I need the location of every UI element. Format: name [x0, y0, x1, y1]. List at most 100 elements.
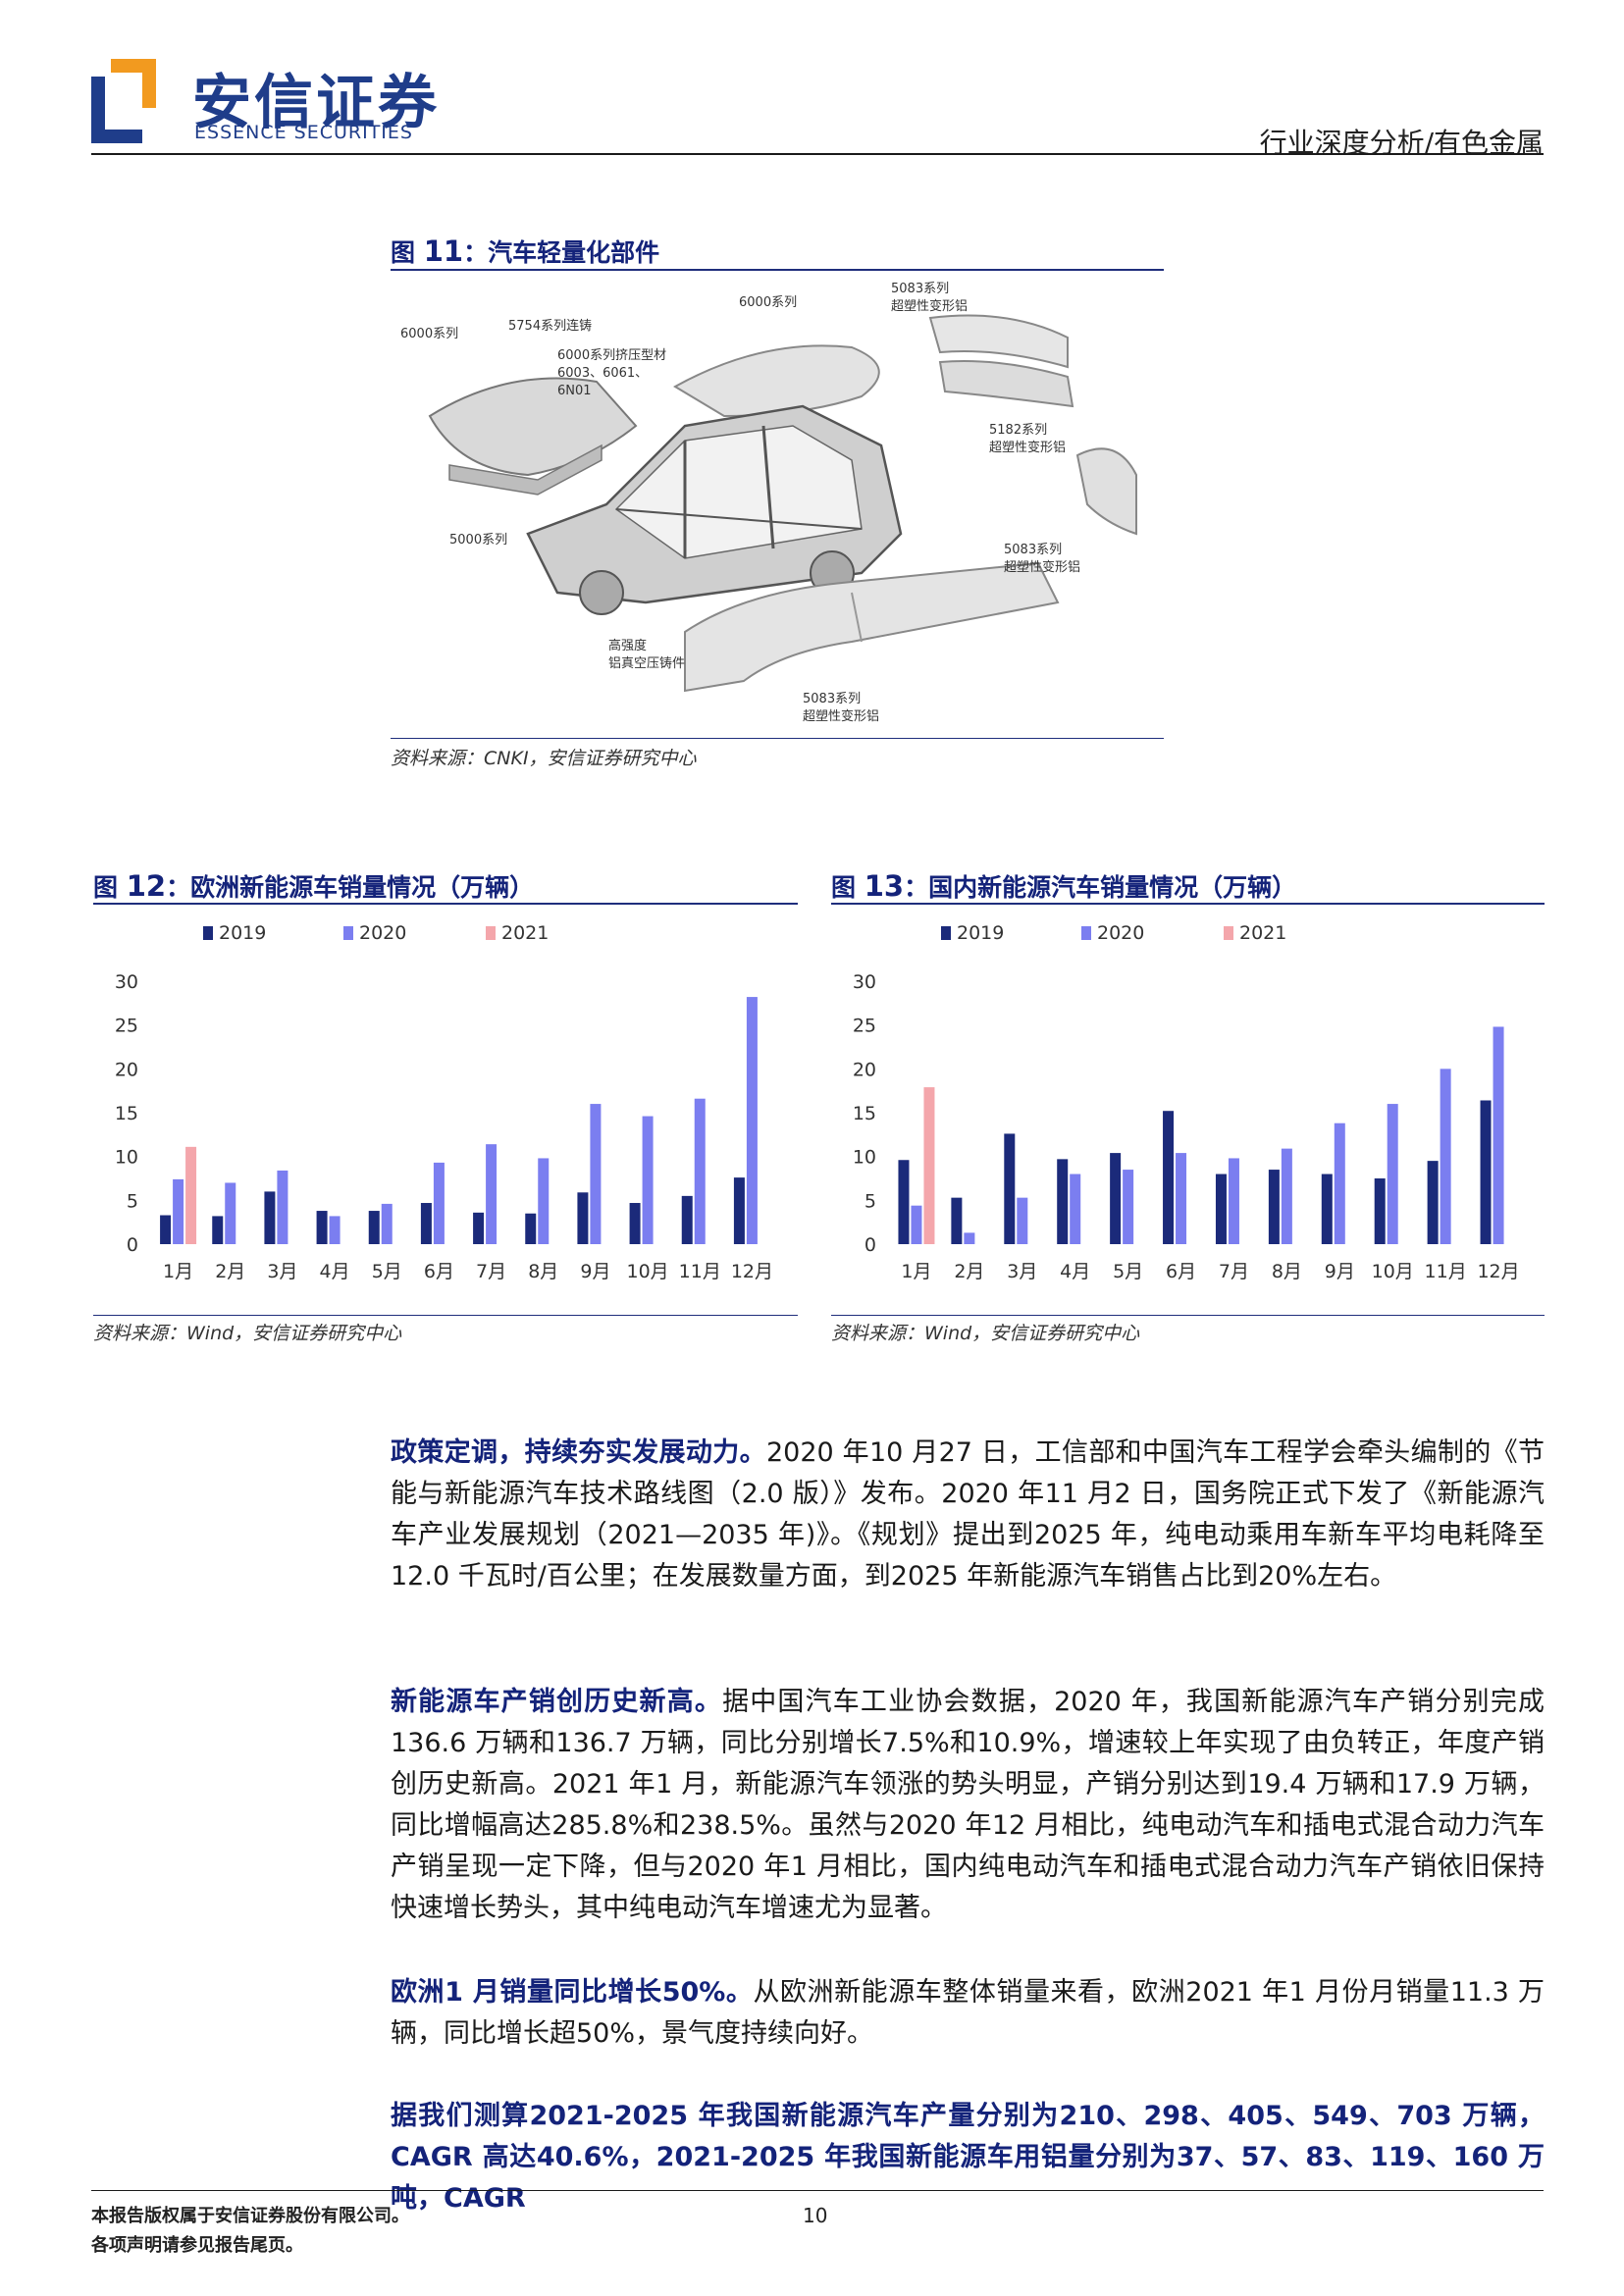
label-5000: 5000系列: [449, 533, 507, 548]
x-tick-label: 7月: [476, 1261, 506, 1282]
bar-2019-8: [1268, 1170, 1280, 1244]
y-tick-label: 20: [115, 1059, 138, 1080]
paragraph-text: 从欧洲新能源车整体销量来看，欧洲2021 年1 月份月销量11.3 万辆，同比增…: [391, 1977, 1545, 2049]
label-5083-top: 5083系列: [891, 282, 949, 296]
bar-2020-8: [538, 1158, 550, 1244]
report-category: 行业深度分析/有色金属: [1259, 127, 1544, 159]
bar-2020-4: [329, 1216, 341, 1244]
europe-nev-sales-chart: 2019 2020 2021 0 5 10 15 20 25 30 1月 2月 3月 4月 5月 6月 7月 8月…: [115, 922, 773, 1282]
rear-door-upper: [928, 314, 1069, 369]
legend-label-2019: 2019: [957, 922, 1004, 944]
figure-prefix: 图: [93, 873, 119, 902]
figure-number: 13: [864, 869, 905, 903]
x-tick-label: 5月: [1113, 1261, 1143, 1282]
y-tick-label: 25: [115, 1016, 138, 1037]
y-tick-label: 10: [853, 1147, 876, 1169]
figure-caption: ：欧洲新能源车销量情况（万辆）: [166, 873, 535, 902]
paragraph-record-sales: 新能源车产销创历史新高。据中国汽车工业协会数据，2020 年，我国新能源汽车产销…: [391, 1682, 1545, 1929]
y-tick-label: 0: [127, 1234, 138, 1256]
legend-swatch-2020: [1081, 926, 1091, 940]
bar-2019-1: [898, 1160, 910, 1244]
paragraph-text: 据中国汽车工业协会数据，2020 年，我国新能源汽车产销分别完成136.6 万辆…: [391, 1687, 1545, 1923]
y-tick-label: 20: [853, 1059, 876, 1080]
bar-2020-12: [746, 997, 758, 1244]
figure-11-source: 资料来源：CNKI，安信证券研究中心: [391, 748, 697, 769]
bar-2020-3: [277, 1170, 288, 1244]
label-5083-right: 5083系列: [1004, 543, 1062, 557]
bar-2021-1: [923, 1087, 935, 1244]
figure-12-title: 图 12：欧洲新能源车销量情况（万辆）: [93, 868, 534, 904]
figure-11-top-rule: [391, 269, 1164, 271]
x-tick-label: 2月: [954, 1261, 984, 1282]
bar-2019-4: [316, 1211, 328, 1244]
label-superplastic-top: 超塑性变形铝: [891, 298, 968, 314]
bar-2020-2: [964, 1232, 975, 1244]
bar-2020-5: [1123, 1170, 1134, 1244]
bar-2019-6: [1163, 1111, 1175, 1244]
side-panel: [684, 561, 1060, 693]
bar-2020-11: [1440, 1069, 1451, 1244]
x-tick-label: 8月: [528, 1261, 558, 1282]
x-tick-label: 3月: [1007, 1261, 1037, 1282]
bar-2020-11: [694, 1098, 706, 1244]
paragraph-europe: 欧洲1 月销量同比增长50%。从欧洲新能源车整体销量来看，欧洲2021 年1 月…: [391, 1972, 1545, 2055]
china-nev-sales-chart: 2019 2020 2021 0 5 10 15 20 25 30 1月 2月 3月 4月 5月 6月 7月 8月…: [853, 922, 1520, 1282]
footer-divider: [91, 2190, 1544, 2191]
x-tick-label: 9月: [580, 1261, 610, 1282]
y-tick-label: 10: [115, 1147, 138, 1169]
label-vacuum-casting: 铝真空压铸件: [608, 655, 685, 671]
y-tick-label: 30: [115, 971, 138, 993]
bar-2019-2: [951, 1197, 963, 1244]
x-tick-label: 9月: [1325, 1261, 1355, 1282]
figure-prefix: 图: [391, 238, 416, 267]
bar-2020-3: [1017, 1197, 1028, 1244]
figure-number: 12: [126, 869, 167, 903]
label-5083-bottom: 5083系列: [803, 692, 861, 706]
legend-swatch-2021: [1224, 926, 1233, 940]
logo-text-cn: 安信证券: [192, 69, 440, 137]
bar-2019-12: [1480, 1100, 1492, 1244]
figure-13-source: 资料来源：Wind，安信证券研究中心: [831, 1323, 1140, 1344]
figure-11-bottom-rule: [391, 738, 1164, 739]
bar-2019-8: [525, 1213, 537, 1244]
label-high-strength: 高强度: [608, 638, 647, 653]
logo-text-en: ESSENCE SECURITIES: [194, 122, 413, 143]
y-tick-label: 0: [864, 1234, 876, 1256]
x-tick-label: 7月: [1219, 1261, 1249, 1282]
bar-2020-5: [381, 1203, 393, 1244]
legend-swatch-2020: [343, 926, 353, 940]
hood-part: [428, 377, 638, 477]
label-6000-roof: 6000系列: [739, 295, 797, 310]
footer-copyright: 本报告版权属于安信证券股份有限公司。: [91, 2206, 409, 2226]
roof-part: [673, 344, 880, 418]
bar-2020-4: [1070, 1174, 1081, 1244]
legend-label-2020: 2020: [1097, 922, 1144, 944]
bar-2020-2: [225, 1182, 236, 1244]
legend-swatch-2021: [486, 926, 496, 940]
legend-label-2019: 2019: [219, 922, 266, 944]
label-superplastic-bottom: 超塑性变形铝: [803, 708, 879, 724]
bar-2019-10: [1374, 1178, 1386, 1244]
y-tick-label: 5: [864, 1190, 876, 1212]
bar-2020-7: [1228, 1158, 1239, 1244]
bar-2020-8: [1281, 1148, 1292, 1244]
paragraph-lead: 欧洲1 月销量同比增长50%。: [391, 1977, 754, 2008]
figure-prefix: 图: [831, 873, 857, 902]
legend-label-2021: 2021: [501, 922, 549, 944]
figure-caption: ：国内新能源汽车销量情况（万辆）: [904, 873, 1297, 902]
header-divider: [91, 153, 1544, 155]
bar-2020-1: [173, 1178, 184, 1244]
label-6003-6061: 6003、6061、: [557, 366, 648, 381]
label-6000-extrusion: 6000系列挤压型材: [557, 348, 666, 363]
bar-2019-5: [368, 1211, 380, 1244]
bar-2019-11: [1427, 1161, 1439, 1244]
bar-2019-1: [160, 1215, 172, 1244]
y-tick-label: 5: [127, 1190, 138, 1212]
bar-2020-9: [1334, 1122, 1345, 1244]
x-tick-label: 11月: [679, 1261, 721, 1282]
y-tick-label: 15: [853, 1103, 876, 1124]
x-tick-label: 12月: [731, 1261, 773, 1282]
bar-2019-10: [629, 1203, 641, 1244]
logo-icon: [91, 59, 156, 143]
bar-2020-9: [590, 1104, 602, 1244]
